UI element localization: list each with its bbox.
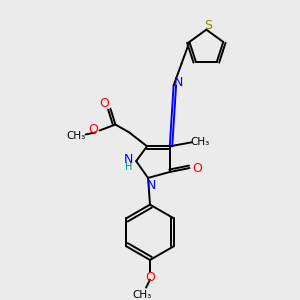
Text: O: O [145, 271, 155, 284]
Text: S: S [204, 19, 212, 32]
Text: CH₃: CH₃ [66, 131, 85, 141]
Text: H: H [124, 162, 132, 172]
Text: N: N [174, 76, 183, 89]
Text: CH₃: CH₃ [133, 290, 152, 300]
Text: O: O [89, 123, 99, 136]
Text: CH₃: CH₃ [191, 137, 210, 147]
Text: O: O [193, 161, 202, 175]
Text: O: O [100, 97, 110, 110]
Text: N: N [146, 179, 156, 192]
Text: N: N [124, 153, 133, 166]
